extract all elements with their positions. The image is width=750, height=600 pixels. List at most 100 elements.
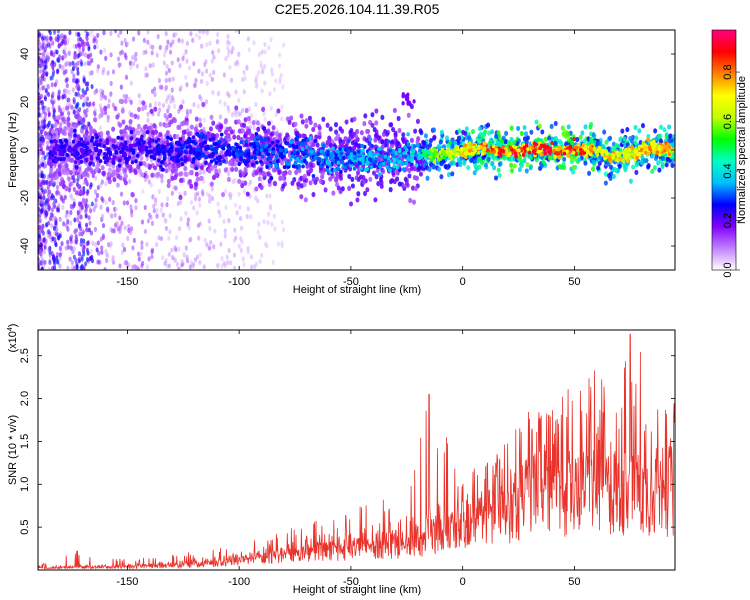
spectrogram-cell — [197, 196, 202, 202]
spectrogram-cell — [437, 166, 442, 172]
spectrogram-cell — [135, 63, 139, 69]
spectrogram-cell — [58, 54, 62, 60]
spectrogram-cell — [85, 190, 89, 196]
spectrogram-cell — [370, 112, 375, 118]
spectrogram-cell — [96, 240, 100, 246]
spectrogram-cell — [193, 126, 198, 132]
spectrogram-cell — [73, 124, 78, 130]
spectrogram-cell — [660, 163, 665, 170]
spectrogram-cell — [198, 252, 203, 258]
spectrogram-cell — [425, 175, 430, 181]
spectrogram-cell — [94, 241, 98, 248]
spectrogram-cell — [82, 43, 86, 49]
spectrogram-cell — [160, 160, 164, 165]
spectrogram-cell — [130, 208, 134, 214]
spectrogram-cell — [403, 176, 408, 182]
spectrogram-cell — [191, 262, 196, 268]
spectrogram-cell — [195, 176, 200, 182]
spectrogram-cell — [280, 243, 284, 249]
spectrogram-cell — [243, 168, 248, 174]
spectrogram-cell — [317, 130, 322, 136]
spectrogram-cell — [449, 160, 454, 166]
spectrogram-cell — [179, 157, 184, 162]
spectrogram-cell — [128, 164, 133, 170]
spectrogram-cell — [238, 215, 243, 222]
spectrogram-cell — [216, 201, 220, 207]
spectrogram-cell — [107, 98, 111, 104]
spectrogram-cell — [164, 84, 169, 90]
spectrogram-cell — [38, 119, 41, 125]
spectrogram-cell — [540, 129, 545, 135]
spectrogram-cell — [270, 221, 274, 227]
spectrogram-cell — [287, 169, 292, 176]
spectrogram-cell — [208, 40, 212, 46]
spectrogram-cell — [131, 245, 135, 251]
spectrogram-cell — [166, 182, 171, 189]
spectrogram-cell — [189, 31, 193, 37]
spectrogram-cell — [144, 66, 148, 72]
spectrogram-cell — [170, 87, 174, 93]
spectrogram-cell — [380, 139, 385, 145]
spectrogram-cell — [212, 244, 216, 250]
spectrogram-cell — [92, 161, 96, 167]
spectrogram-cell — [242, 188, 247, 195]
spectrogram-cell — [50, 223, 54, 229]
spectrogram-cell — [210, 58, 214, 64]
spectrogram-cell — [49, 216, 53, 222]
spectrogram-cell — [68, 256, 72, 262]
spectrogram-cell — [199, 78, 204, 85]
spectrogram-cell — [50, 207, 54, 213]
spectrogram-cell — [205, 42, 209, 48]
spectrogram-cell — [180, 258, 184, 265]
spectrogram-cell — [59, 194, 63, 200]
spectrogram-cell — [287, 119, 292, 125]
spectrogram-cell — [57, 89, 61, 95]
spectrogram-cell — [603, 180, 608, 186]
spectrogram-cell — [481, 131, 486, 138]
spectrogram-cell — [575, 136, 580, 143]
spectrogram-cell — [281, 227, 286, 233]
spectrogram-cell — [222, 218, 226, 224]
spectrogram-cell — [355, 129, 360, 135]
spectrogram-cell — [354, 134, 359, 140]
spectrogram-cell — [89, 248, 93, 255]
spectrogram-cell — [120, 220, 124, 226]
spectrogram-cell — [397, 181, 402, 187]
spectrogram-cell — [99, 236, 103, 242]
spectrogram-cell — [74, 257, 78, 263]
spectrogram-cell — [46, 197, 50, 203]
spectrogram-cell — [187, 65, 192, 71]
spectrogram-cell — [45, 37, 49, 43]
spectrogram-cell — [221, 191, 226, 198]
spectrogram-cell — [106, 70, 110, 76]
spectrogram-cell — [194, 32, 198, 38]
spectrogram-cell — [279, 72, 283, 78]
spectrogram-cell — [148, 163, 153, 170]
spectrogram-cell — [58, 245, 62, 252]
spectrogram-cell — [229, 77, 234, 83]
spectrogram-cell — [638, 139, 643, 146]
spectrogram-cell — [464, 126, 469, 132]
spectrogram-cell — [61, 204, 65, 211]
spectrogram-cell — [216, 263, 220, 269]
spectrogram-cell — [229, 260, 233, 266]
spectrogram-cell — [404, 166, 409, 172]
spectrogram-cell — [501, 135, 506, 141]
spectrogram-cell — [92, 101, 96, 107]
spectrogram-cell — [63, 194, 67, 200]
spectrogram-cell — [123, 167, 128, 173]
spectrogram-cell — [145, 241, 149, 248]
spectrogram-cell — [170, 60, 174, 66]
spectrogram-cell — [588, 124, 593, 130]
spectrogram-cell — [378, 172, 382, 177]
spectrogram-cell — [79, 190, 84, 196]
spectrogram-cell — [323, 187, 328, 193]
spectrogram-cell — [72, 73, 76, 79]
spectrogram-cell — [494, 133, 499, 139]
spectrogram-cell — [104, 55, 108, 61]
spectrogram-cell — [192, 61, 196, 67]
spectrogram-cell — [102, 30, 106, 36]
spectrogram-cell — [608, 175, 613, 181]
spectrogram-cell — [357, 143, 362, 149]
spectrogram-cell — [311, 191, 316, 198]
